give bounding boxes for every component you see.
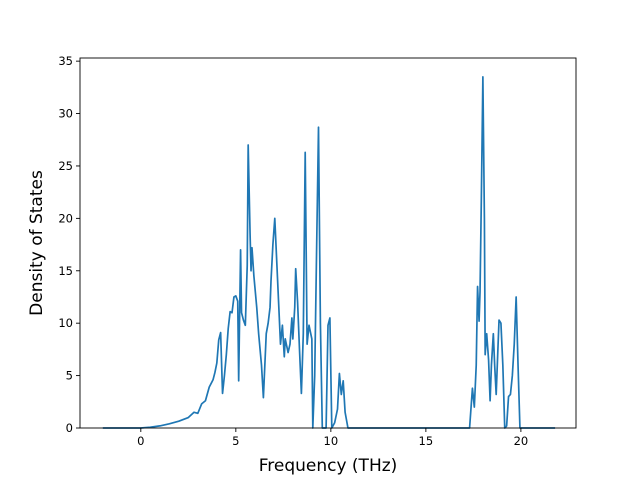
y-axis-label: Density of States (27, 170, 47, 316)
y-tick-label: 5 (66, 369, 73, 383)
x-tick-label: 5 (232, 434, 239, 448)
y-tick-label: 20 (58, 211, 73, 225)
x-tick-label: 20 (514, 434, 529, 448)
y-tick-label: 10 (58, 316, 73, 330)
x-axis-label: Frequency (THz) (259, 456, 398, 476)
x-axis-ticks: 0 5 10 15 20 (137, 428, 528, 448)
x-tick-label: 15 (419, 434, 434, 448)
plot-area (79, 57, 577, 429)
series-line-0 (102, 76, 556, 429)
y-tick-label: 35 (58, 54, 73, 68)
x-tick-label: 0 (137, 434, 144, 448)
y-axis-ticks: 0 5 10 15 20 25 30 35 (58, 54, 80, 435)
y-tick-label: 25 (58, 159, 73, 173)
x-tick-label: 10 (324, 434, 339, 448)
y-tick-label: 30 (58, 107, 73, 121)
y-tick-label: 0 (66, 421, 73, 435)
axes-frame (79, 57, 577, 429)
y-tick-label: 15 (58, 264, 73, 278)
